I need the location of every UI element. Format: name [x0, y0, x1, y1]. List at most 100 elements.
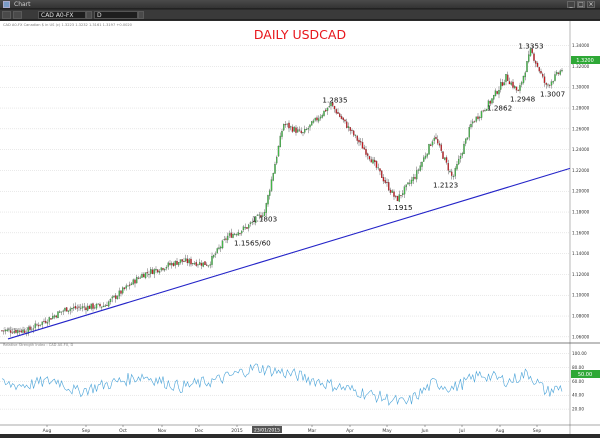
chart-title: DAILY USDCAD [254, 27, 346, 42]
candle-up [251, 221, 253, 223]
candle-down [183, 260, 185, 262]
time-axis: AugSepOctNovDec2015FebMarAprMayJunJulAug… [43, 425, 541, 434]
candle-up [214, 253, 217, 255]
chart-area[interactable]: CAD A0-FX Canadian $ in US (c) 1.3223 1.… [0, 21, 600, 434]
candle-up [526, 61, 528, 73]
candle-down [195, 262, 197, 266]
maximize-button[interactable]: □ [577, 1, 585, 8]
interval-dropdown-icon[interactable] [138, 11, 144, 19]
price-chart[interactable]: CAD A0-FX Canadian $ in US (c) 1.3223 1.… [0, 21, 600, 434]
rsi-tick-label: 20.00 [572, 407, 584, 412]
candle-up [130, 283, 133, 285]
candle-down [151, 269, 154, 274]
candle-up [486, 108, 488, 111]
candle-up [402, 193, 404, 196]
candle-up [69, 308, 71, 311]
crosshair-date-label: 23/01/2015 [254, 428, 280, 434]
candle-up [319, 116, 322, 119]
candle-down [389, 189, 392, 193]
settings-icon[interactable] [13, 11, 22, 19]
candle-down [83, 306, 85, 308]
candle-up [6, 329, 8, 331]
candle-up [139, 277, 141, 279]
price-annotation: 1.3353 [518, 42, 543, 51]
candle-up [57, 311, 59, 319]
candle-up [304, 128, 306, 133]
price-axis: 1.06000 1.08000 1.10000 1.12000 1.14000 1.160… [572, 43, 590, 339]
candle-down [363, 147, 365, 150]
window-titlebar[interactable]: Chart _ □ × [0, 0, 600, 9]
candle-down [543, 76, 546, 83]
candle-down [300, 130, 302, 134]
candle-up [330, 103, 332, 107]
candle-up [8, 329, 10, 331]
symbol-input[interactable] [38, 11, 86, 19]
candle-down [477, 116, 479, 119]
candle-down [18, 330, 21, 332]
candle-up [213, 255, 215, 258]
candle-up [185, 258, 187, 262]
candle-up [524, 72, 526, 78]
candle-up [34, 323, 36, 328]
candle-down [92, 303, 94, 309]
candle-up [424, 155, 427, 159]
candle-up [64, 308, 66, 311]
support-trendline[interactable] [7, 167, 571, 340]
candle-down [501, 82, 504, 86]
symbol-dropdown-icon[interactable] [86, 11, 92, 19]
rsi-line [1, 363, 563, 406]
link-icon[interactable] [2, 11, 11, 19]
candle-up [465, 138, 467, 144]
price-annotation: 1.1915 [387, 203, 412, 212]
candle-down [134, 279, 136, 284]
candle-up [17, 330, 19, 334]
candle-down [496, 91, 498, 94]
candle-up [444, 157, 446, 160]
candle-up [274, 164, 276, 174]
candle-up [255, 216, 257, 223]
candle-up [314, 117, 316, 121]
candle-up [354, 134, 357, 136]
price-tick-label: 1.26000 [572, 126, 590, 131]
candle-up [347, 126, 350, 128]
candle-up [237, 232, 239, 236]
candle-up [458, 158, 460, 165]
candle-down [384, 180, 386, 183]
candle-up [263, 212, 266, 216]
candle-down [15, 330, 17, 333]
candle-down [442, 151, 444, 159]
candle-up [283, 124, 285, 131]
candle-up [454, 168, 456, 177]
candle-up [449, 171, 451, 172]
candle-down [400, 195, 402, 196]
candle-down [358, 139, 360, 143]
candle-up [188, 259, 190, 264]
candle-up [547, 84, 549, 86]
close-button[interactable]: × [587, 1, 595, 8]
candle-down [515, 86, 518, 91]
minimize-button[interactable]: _ [567, 1, 575, 8]
candle-down [157, 269, 159, 273]
interval-input[interactable] [94, 11, 138, 19]
candle-up [179, 259, 182, 263]
price-tick-label: 1.12000 [572, 272, 590, 277]
candle-down [381, 170, 383, 178]
candle-up [484, 110, 486, 111]
candle-up [529, 48, 532, 56]
candle-down [368, 156, 371, 160]
candle-up [475, 116, 477, 122]
candle-up [102, 305, 105, 307]
price-annotation: 1.2862 [487, 104, 512, 113]
time-tick-label: Aug [496, 428, 505, 434]
candle-up [171, 263, 173, 266]
candle-up [461, 153, 463, 156]
candle-up [276, 156, 278, 164]
candle-up [109, 299, 112, 303]
candle-up [312, 120, 315, 123]
candle-up [111, 296, 113, 299]
candle-down [3, 330, 5, 332]
chart-app-icon [3, 1, 10, 8]
candle-down [435, 137, 437, 139]
candle-down [239, 233, 241, 234]
candle-up [407, 182, 409, 185]
